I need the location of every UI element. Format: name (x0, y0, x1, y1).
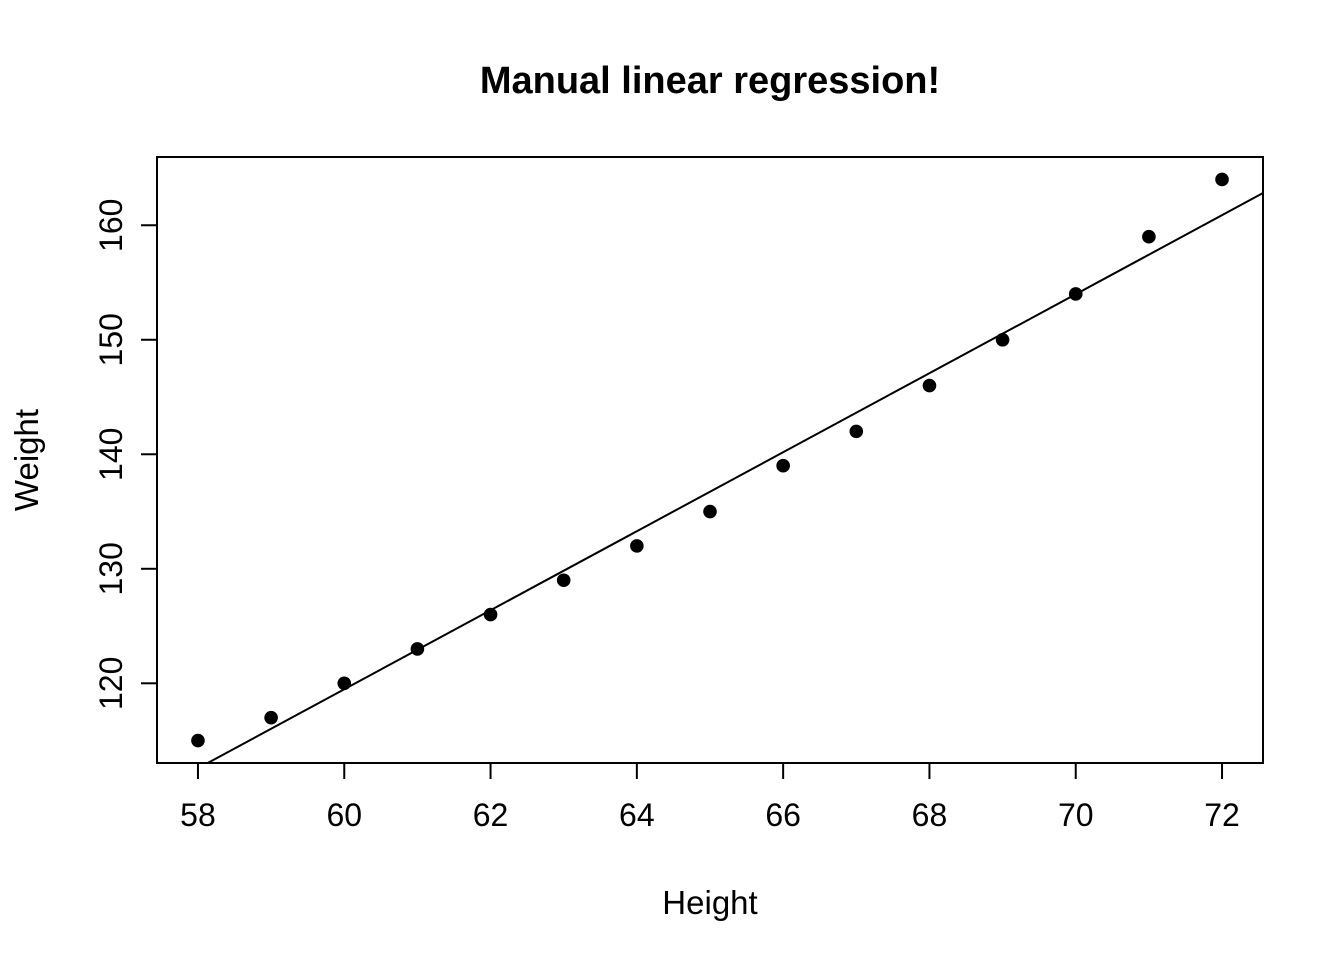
data-point (1142, 229, 1156, 244)
x-axis-label: Height (662, 884, 757, 921)
x-tick-label: 62 (473, 797, 509, 833)
plot-border (156, 156, 1264, 764)
data-points (191, 172, 1229, 748)
x-tick-label: 72 (1204, 797, 1240, 833)
x-tick-label: 68 (912, 797, 948, 833)
y-tick-label: 160 (93, 199, 129, 252)
x-tick-label: 58 (180, 797, 216, 833)
data-point (483, 607, 498, 622)
chart-title: Manual linear regression! (480, 60, 940, 102)
y-tick-label: 120 (93, 657, 129, 710)
data-point (337, 676, 352, 691)
data-point (776, 458, 790, 473)
x-tick-label: 66 (765, 797, 801, 833)
data-point (191, 733, 205, 748)
data-point (264, 710, 278, 725)
x-tick-label: 60 (326, 797, 362, 833)
data-point (995, 332, 1010, 347)
y-tick-label: 150 (93, 313, 129, 366)
data-point (556, 573, 571, 588)
y-axis-ticks: 120 130 140 150 160 (93, 199, 157, 710)
x-tick-label: 70 (1058, 797, 1094, 833)
x-axis-ticks: 58 60 62 64 66 68 70 72 (180, 763, 1240, 833)
y-axis-label: Weight (8, 409, 45, 511)
data-point (922, 378, 937, 393)
regression-line-group (207, 192, 1264, 764)
data-point (410, 642, 425, 656)
data-point (630, 539, 644, 553)
y-tick-label: 130 (93, 542, 129, 595)
data-point (1215, 172, 1229, 187)
x-tick-label: 64 (619, 797, 655, 833)
regression-line (207, 192, 1264, 764)
data-point (1068, 287, 1083, 301)
data-point (849, 424, 864, 439)
y-tick-label: 140 (93, 428, 129, 481)
data-point (703, 504, 717, 519)
